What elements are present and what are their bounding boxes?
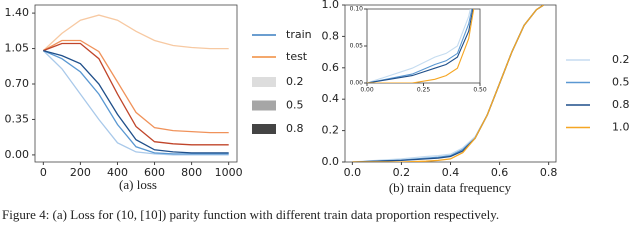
x-tick-label: 0.00 (360, 87, 374, 94)
legend-label: 0.2 (612, 53, 630, 66)
x-tick-label: 1000 (215, 166, 243, 179)
x-tick-label: 0.0 (344, 166, 362, 179)
y-tick-label: 0.6 (322, 61, 340, 74)
legend-label: 0.8 (286, 122, 304, 135)
y-tick-label: 0.2 (322, 124, 340, 137)
x-tick-label: 0.8 (540, 166, 558, 179)
line (43, 42, 229, 146)
y-tick-label: 0.00 (350, 80, 364, 87)
legend-label: 0.5 (612, 76, 630, 89)
y-tick-label: 0.35 (5, 112, 30, 125)
y-tick-label: 0.70 (5, 77, 30, 90)
line (367, 9, 471, 83)
legend-label: 1.0 (612, 121, 630, 134)
line (367, 9, 475, 83)
x-tick-label: 0.2 (393, 166, 411, 179)
x-tick-label: 0 (40, 166, 47, 179)
y-tick-label: 0.8 (322, 29, 340, 42)
axes-frame (34, 4, 238, 163)
line (367, 9, 474, 83)
axes-frame (366, 8, 481, 84)
y-tick-label: 0.05 (350, 43, 364, 50)
legend-patch (252, 100, 276, 111)
y-tick-label: 1.05 (5, 42, 30, 55)
legend-label: 0.5 (286, 99, 304, 112)
caption: (b) train data frequency (389, 180, 512, 195)
y-tick-label: 0.00 (5, 148, 30, 161)
line (42, 50, 229, 156)
line (43, 50, 229, 155)
y-tick-label: 0.10 (350, 6, 364, 13)
legend-patch (252, 124, 276, 134)
y-tick-label: 0.4 (322, 92, 340, 105)
y-tick-label: 1.40 (5, 6, 30, 19)
line (43, 49, 229, 154)
x-tick-label: 0.4 (442, 166, 460, 179)
line (42, 14, 229, 52)
x-tick-label: 200 (70, 166, 91, 179)
y-tick-label: 0.0 (322, 155, 340, 168)
legend-label: test (286, 50, 308, 63)
y-tick-label: 1.0 (322, 0, 340, 11)
x-tick-label: 0.50 (473, 87, 487, 94)
x-tick-label: 800 (181, 166, 202, 179)
caption: (a) loss (119, 177, 157, 192)
line (352, 5, 545, 162)
legend-label: train (286, 28, 312, 41)
x-tick-label: 0.25 (417, 87, 431, 94)
figure-caption: Figure 4: (a) Loss for (10, [10]) parity… (2, 207, 499, 222)
line (42, 39, 229, 134)
line (367, 9, 473, 83)
legend-label: 0.2 (286, 75, 304, 88)
legend-patch (252, 77, 276, 87)
x-tick-label: 0.6 (491, 166, 509, 179)
legend-label: 0.8 (612, 98, 630, 111)
figure: (a) loss (b) train data frequency Figure… (2, 0, 630, 222)
x-tick-label: 600 (144, 166, 165, 179)
x-tick-label: 400 (107, 166, 128, 179)
